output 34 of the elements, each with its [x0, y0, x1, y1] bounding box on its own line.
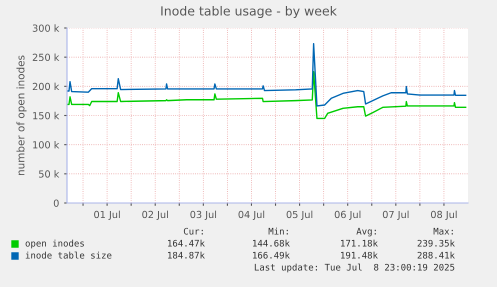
text: 239.35k: [418, 240, 455, 247]
text: Last update: Tue Jul 8 23:00:19 2025: [254, 264, 454, 272]
legend-label: inode table size: [26, 252, 112, 259]
y-tick-label: 150 k: [33, 112, 60, 120]
text: 164.47k: [168, 240, 205, 247]
x-tick-label: 05 Jul: [286, 210, 312, 220]
text: Min:: [268, 228, 288, 235]
line-series: [67, 71, 466, 120]
x-tick-label: 03 Jul: [190, 210, 216, 220]
text: 144.68k: [253, 240, 290, 247]
y-tick-label: 300 k: [32, 24, 60, 32]
y-axis-title: number of open inodes: [16, 56, 27, 176]
legend-label: open inodes: [26, 240, 84, 248]
text: 184.87k: [168, 252, 205, 259]
text: Cur:: [184, 228, 203, 235]
y-tick-label: 250 k: [32, 53, 60, 61]
x-tick-label: 07 Jul: [382, 210, 409, 220]
chart-title: Inode table usage - by week: [161, 6, 337, 18]
text: Avg:: [356, 228, 376, 236]
x-tick-label: 01 Jul: [94, 210, 120, 220]
y-tick-label: 0: [54, 199, 59, 207]
text: Max:: [434, 228, 453, 235]
x-tick-label: 04 Jul: [238, 210, 264, 220]
line-series: [67, 43, 466, 107]
text: 166.49k: [253, 252, 290, 259]
y-tick-label: 50 k: [39, 170, 60, 178]
x-tick-label: 06 Jul: [334, 210, 360, 220]
y-tick-label: 100 k: [33, 140, 60, 148]
y-tick-label: 200 k: [32, 82, 60, 90]
text: 171.18k: [341, 240, 378, 247]
text: 191.48k: [341, 252, 378, 259]
text: 288.41k: [418, 252, 455, 259]
x-tick-label: 02 Jul: [142, 210, 168, 220]
x-tick-label: 08 Jul: [430, 210, 457, 220]
